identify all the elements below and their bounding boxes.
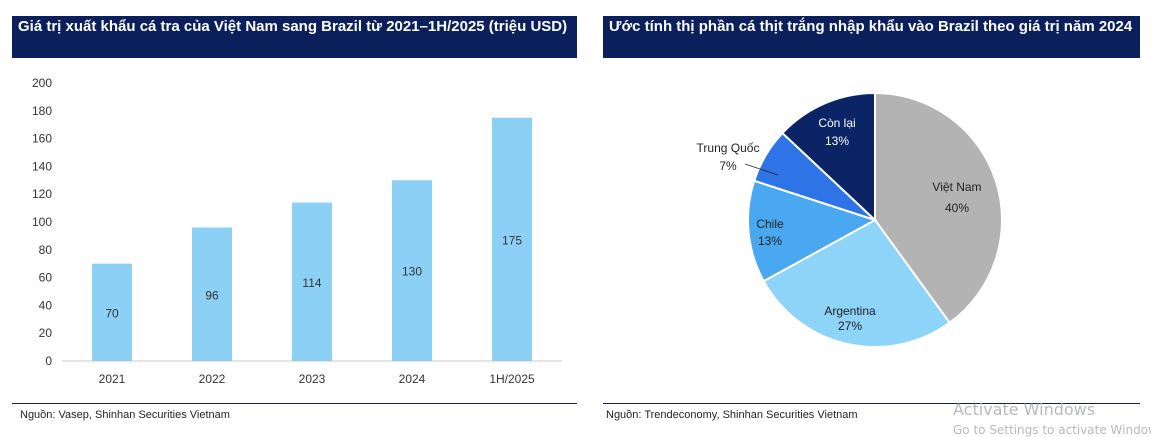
pie-slice-percent: 40% <box>945 201 969 215</box>
y-tick-label: 0 <box>45 354 52 368</box>
bar <box>292 202 332 361</box>
pie-slice <box>781 91 876 223</box>
y-tick-label: 40 <box>39 298 53 312</box>
pie-slice <box>747 179 878 283</box>
bar <box>392 180 432 361</box>
right-divider <box>603 403 1140 404</box>
left-divider <box>12 403 577 404</box>
bar <box>492 117 532 361</box>
watermark-line1: Activate Windows <box>953 400 1096 419</box>
x-tick-label: 2024 <box>399 372 426 386</box>
x-tick-label: 2022 <box>199 372 226 386</box>
x-tick-label: 2023 <box>299 372 326 386</box>
pie-slice <box>874 91 1003 325</box>
pie-slice <box>762 218 952 348</box>
pie-slice-percent: 7% <box>719 159 737 173</box>
pie-slice-percent: 13% <box>825 134 849 148</box>
y-tick-label: 140 <box>32 159 52 173</box>
pie-slice-percent: 27% <box>838 319 862 333</box>
watermark-line2: Go to Settings to activate Windows. <box>953 423 1151 437</box>
bar-value-label: 96 <box>205 288 219 302</box>
y-tick-label: 20 <box>39 326 53 340</box>
bar-chart-title: Giá trị xuất khẩu cá tra của Việt Nam sa… <box>12 16 577 58</box>
bar-value-label: 130 <box>402 265 422 279</box>
bar <box>92 263 132 361</box>
pie-slice-label: Trung Quốc <box>697 141 760 155</box>
pie-slice-label: Argentina <box>824 304 876 318</box>
trung-quoc-leader-line <box>744 163 779 176</box>
y-tick-label: 100 <box>32 215 52 229</box>
y-tick-label: 120 <box>32 187 52 201</box>
pie-chart-source: Nguồn: Trendeconomy, Shinhan Securities … <box>606 409 858 421</box>
bar <box>192 227 232 361</box>
x-tick-label: 1H/2025 <box>489 372 535 386</box>
pie-slice-percent: 13% <box>758 234 782 248</box>
y-tick-label: 80 <box>39 243 53 257</box>
bar-value-label: 175 <box>502 233 522 247</box>
bar-value-label: 114 <box>302 276 321 290</box>
x-tick-label: 2021 <box>99 372 126 386</box>
y-tick-label: 60 <box>39 271 53 285</box>
pie-slice-label: Việt Nam <box>932 180 981 194</box>
pie-chart-title: Ước tính thị phần cá thịt trắng nhập khẩ… <box>603 16 1140 58</box>
bar-value-label: 70 <box>105 306 119 320</box>
y-tick-label: 160 <box>32 132 52 146</box>
bar-chart: 0 20 40 60 80 100 120 140 160 180 200 70 2021 96 2022 1… <box>32 76 562 386</box>
pie-slice-label: Chile <box>756 217 784 231</box>
pie-slice-label: Còn lại <box>818 116 855 130</box>
bar-chart-source: Nguồn: Vasep, Shinhan Securities Vietnam <box>20 409 230 421</box>
y-tick-label: 180 <box>32 104 52 118</box>
y-tick-label: 200 <box>32 76 52 90</box>
